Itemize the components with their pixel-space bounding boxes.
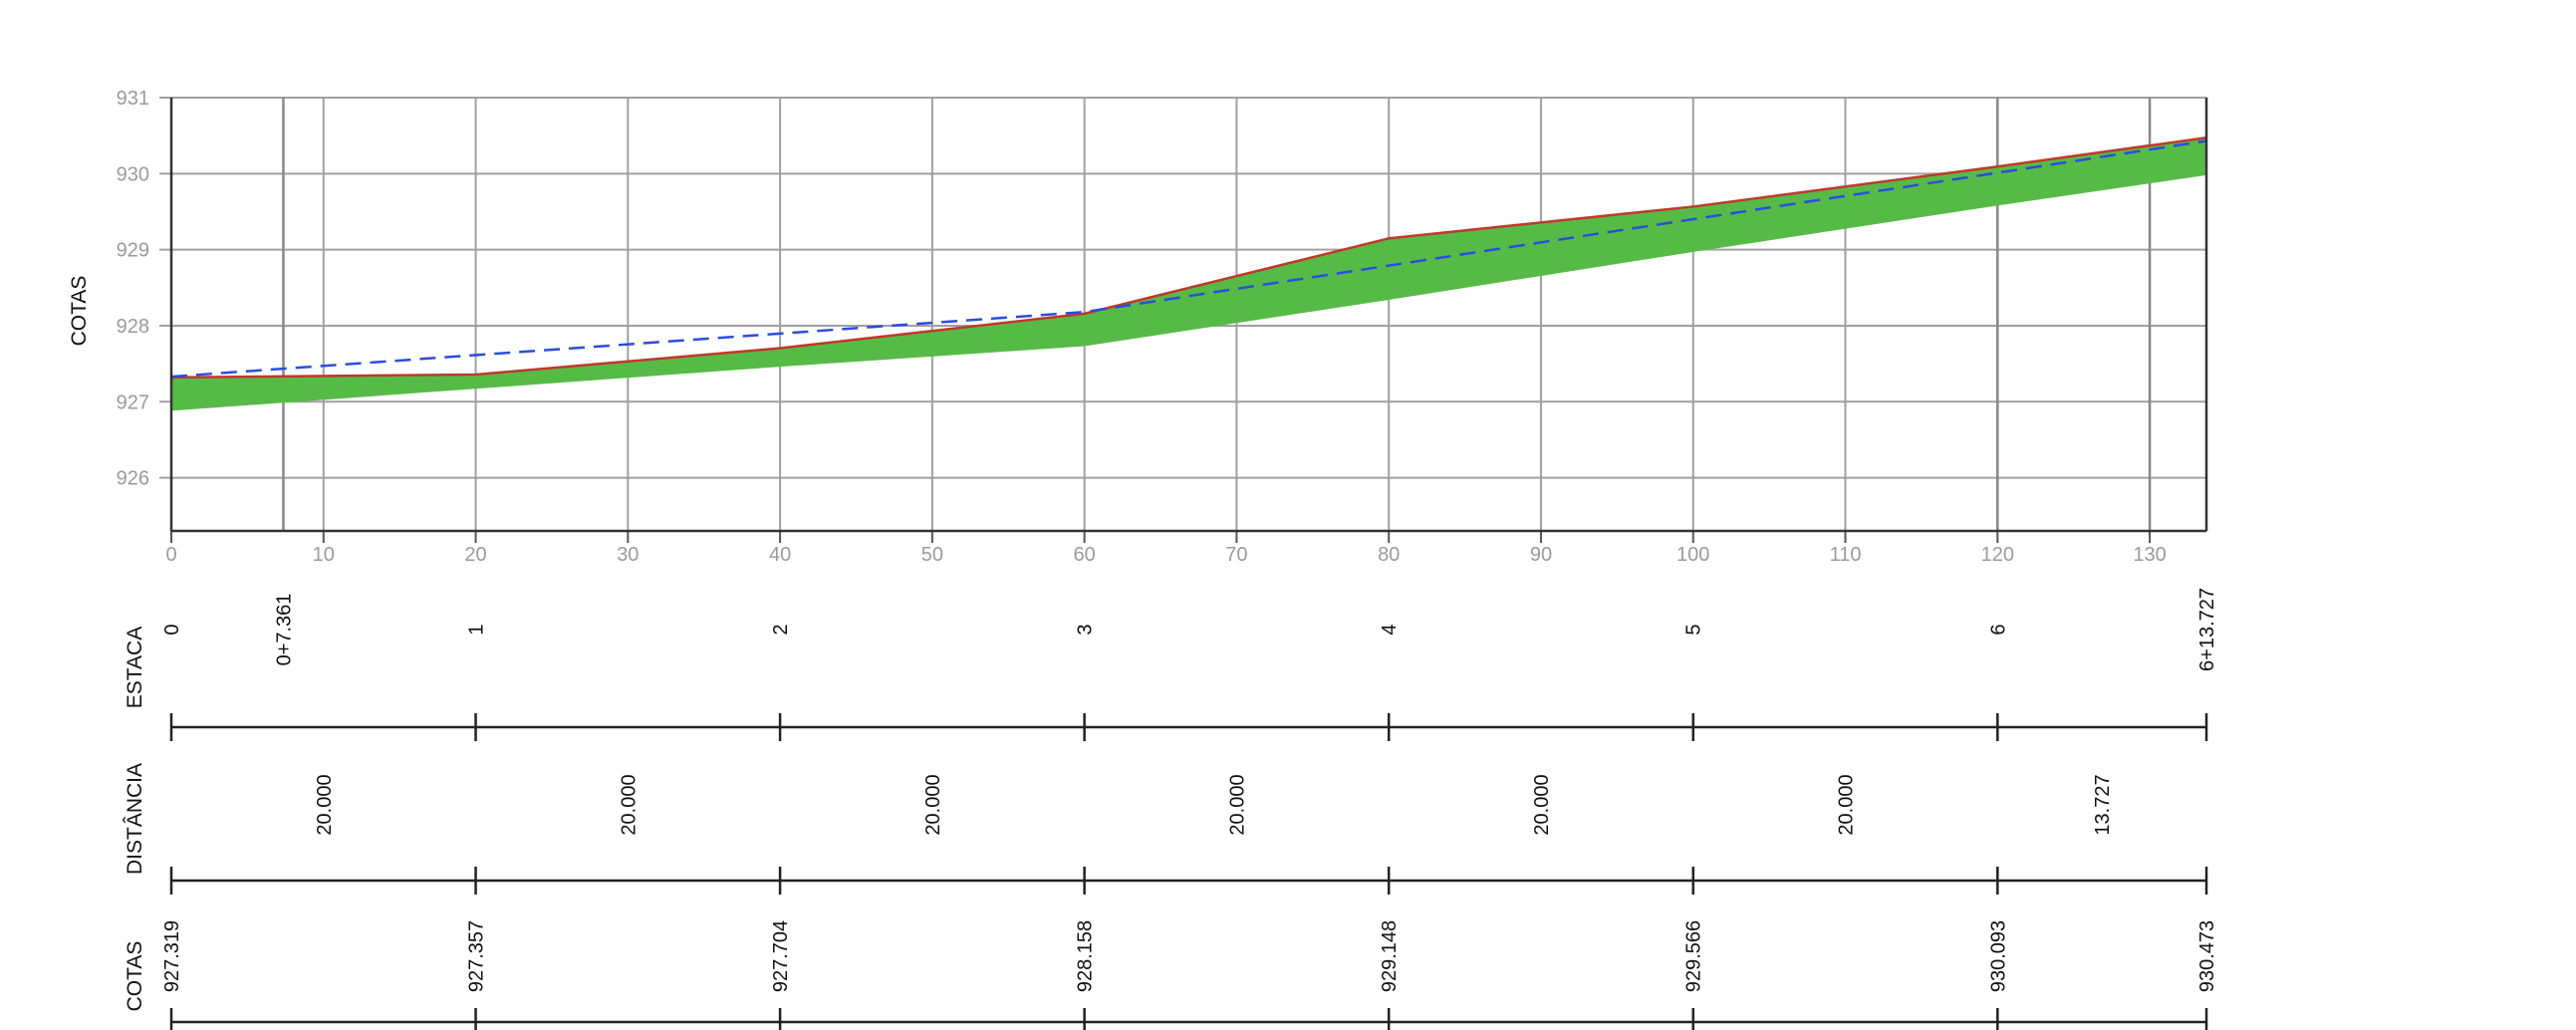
cotas-label: 927.319 <box>161 920 183 992</box>
estaca-label: 0 <box>161 624 183 635</box>
estaca-label: 0+7.361 <box>273 594 295 666</box>
cotas-label: 927.357 <box>466 920 488 992</box>
estaca-label: 1 <box>466 624 488 635</box>
terrain-line <box>170 135 2207 380</box>
estaca-label: 5 <box>1683 624 1705 635</box>
x-tick-label: 30 <box>617 544 639 566</box>
x-tick-label: 70 <box>1225 544 1247 566</box>
distancia-row-title: DISTÂNCIA <box>124 763 146 875</box>
distancia-label: 20.000 <box>314 774 336 835</box>
distancia-label: 20.000 <box>1836 774 1858 835</box>
y-tick-label: 931 <box>117 88 149 110</box>
x-tick-label: 10 <box>313 544 335 566</box>
x-tick-label: 0 <box>165 544 176 566</box>
y-tick-label: 928 <box>117 316 149 338</box>
profile-lines <box>170 135 2207 380</box>
x-tick-label: 130 <box>2133 544 2166 566</box>
estaca-label: 6 <box>1987 624 2009 635</box>
cotas-label: 929.148 <box>1379 920 1401 992</box>
x-tick-label: 110 <box>1830 544 1862 566</box>
distancia-label: 20.000 <box>922 774 944 835</box>
distancia-label: 20.000 <box>1531 774 1553 835</box>
x-tick-label: 80 <box>1378 544 1400 566</box>
fill-area <box>171 137 2206 411</box>
x-tick-label: 20 <box>464 544 486 566</box>
y-axis-title: COTAS <box>68 276 91 347</box>
estaca-label: 2 <box>770 624 792 635</box>
cotas-row-title: COTAS <box>124 941 146 1012</box>
y-tick-label: 927 <box>117 391 149 413</box>
x-tick-label: 60 <box>1074 544 1096 566</box>
x-tick-label: 40 <box>769 544 791 566</box>
design-line <box>170 139 2207 379</box>
y-tick-label: 929 <box>117 240 149 262</box>
x-tick-label: 100 <box>1676 544 1709 566</box>
estaca-label: 6+13.727 <box>2196 588 2218 671</box>
cotas-label: 927.704 <box>770 920 792 992</box>
estaca-row-title: ESTACA <box>124 627 146 708</box>
x-tick-label: 50 <box>921 544 943 566</box>
y-tick-label: 930 <box>117 163 149 185</box>
cotas-label: 928.158 <box>1075 920 1097 992</box>
estaca-label: 3 <box>1075 624 1097 635</box>
y-tick-label: 926 <box>117 468 149 490</box>
cotas-label: 930.473 <box>2196 920 2218 992</box>
cotas-label: 929.566 <box>1683 920 1705 992</box>
axes: 926 927 928 929 930 931 0 10 20 30 40 50 60 70 80 90 100… <box>117 88 2208 566</box>
cut-fill-area <box>171 137 2206 411</box>
cotas-label: 930.093 <box>1987 920 2009 992</box>
station-table: ESTACA 0 0+7.361 1 2 3 4 5 6 6+13.727 DISTÂNCIA 20.… <box>124 588 2218 1030</box>
x-tick-label: 120 <box>1981 544 2014 566</box>
distancia-label: 13.727 <box>2092 774 2114 835</box>
distancia-label: 20.000 <box>618 774 640 835</box>
x-tick-label: 90 <box>1530 544 1552 566</box>
estaca-label: 4 <box>1379 624 1401 635</box>
distancia-label: 20.000 <box>1226 774 1248 835</box>
